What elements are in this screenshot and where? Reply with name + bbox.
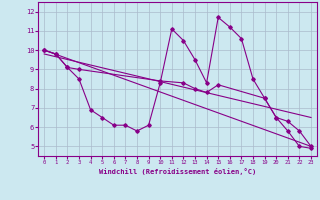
X-axis label: Windchill (Refroidissement éolien,°C): Windchill (Refroidissement éolien,°C) [99, 168, 256, 175]
